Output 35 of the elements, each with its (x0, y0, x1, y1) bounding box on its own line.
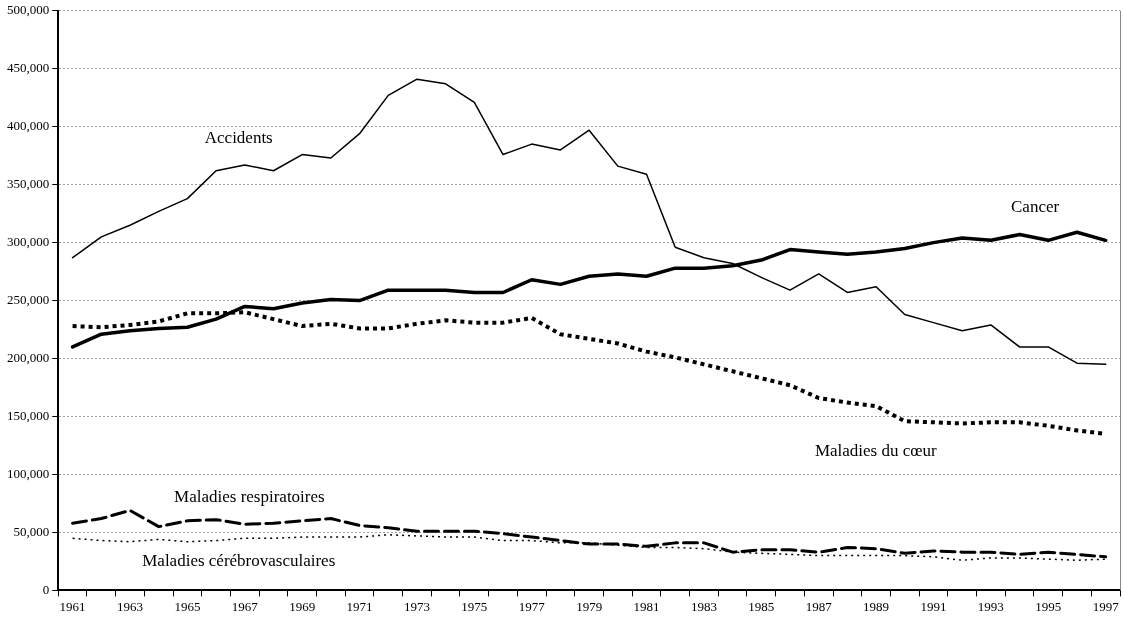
x-tick-label: 1987 (805, 598, 833, 614)
series-label: Maladies du cœur (814, 440, 938, 460)
x-tick-label: 1979 (576, 598, 603, 614)
y-tick-label: 200,000 (7, 349, 50, 365)
y-tick-label: 250,000 (7, 292, 50, 308)
series-label: Maladies cérébrovasculaires (142, 550, 336, 570)
y-tick-label: 350,000 (7, 176, 50, 192)
x-tick-label: 1967 (231, 598, 259, 614)
x-tick-label: 1975 (461, 598, 488, 614)
x-tick-label: 1983 (690, 598, 717, 614)
x-tick-label: 1997 (1092, 598, 1120, 614)
y-tick-label: 150,000 (7, 407, 50, 423)
x-tick-label: 1981 (633, 598, 660, 614)
y-tick-label: 400,000 (7, 118, 50, 134)
x-tick-label: 1991 (920, 598, 947, 614)
y-tick-label: 0 (42, 581, 50, 597)
x-tick-label: 1989 (863, 598, 890, 614)
x-tick-label: 1985 (748, 598, 775, 614)
series-label: Maladies respiratoires (174, 487, 325, 507)
x-tick-label: 1961 (59, 598, 86, 614)
x-tick-label: 1963 (116, 598, 143, 614)
x-tick-label: 1965 (174, 598, 201, 614)
series-label: Accidents (204, 127, 273, 147)
y-tick-label: 100,000 (7, 465, 50, 481)
y-tick-label: 50,000 (13, 523, 50, 539)
y-tick-label: 300,000 (7, 234, 50, 250)
y-tick-label: 500,000 (7, 2, 50, 18)
x-tick-label: 1977 (518, 598, 546, 614)
series-label: Cancer (1010, 197, 1060, 217)
x-tick-label: 1973 (403, 598, 430, 614)
x-tick-label: 1971 (346, 598, 373, 614)
x-tick-label: 1969 (289, 598, 316, 614)
x-tick-label: 1995 (1035, 598, 1062, 614)
x-tick-label: 1993 (977, 598, 1004, 614)
y-tick-label: 450,000 (7, 60, 50, 76)
